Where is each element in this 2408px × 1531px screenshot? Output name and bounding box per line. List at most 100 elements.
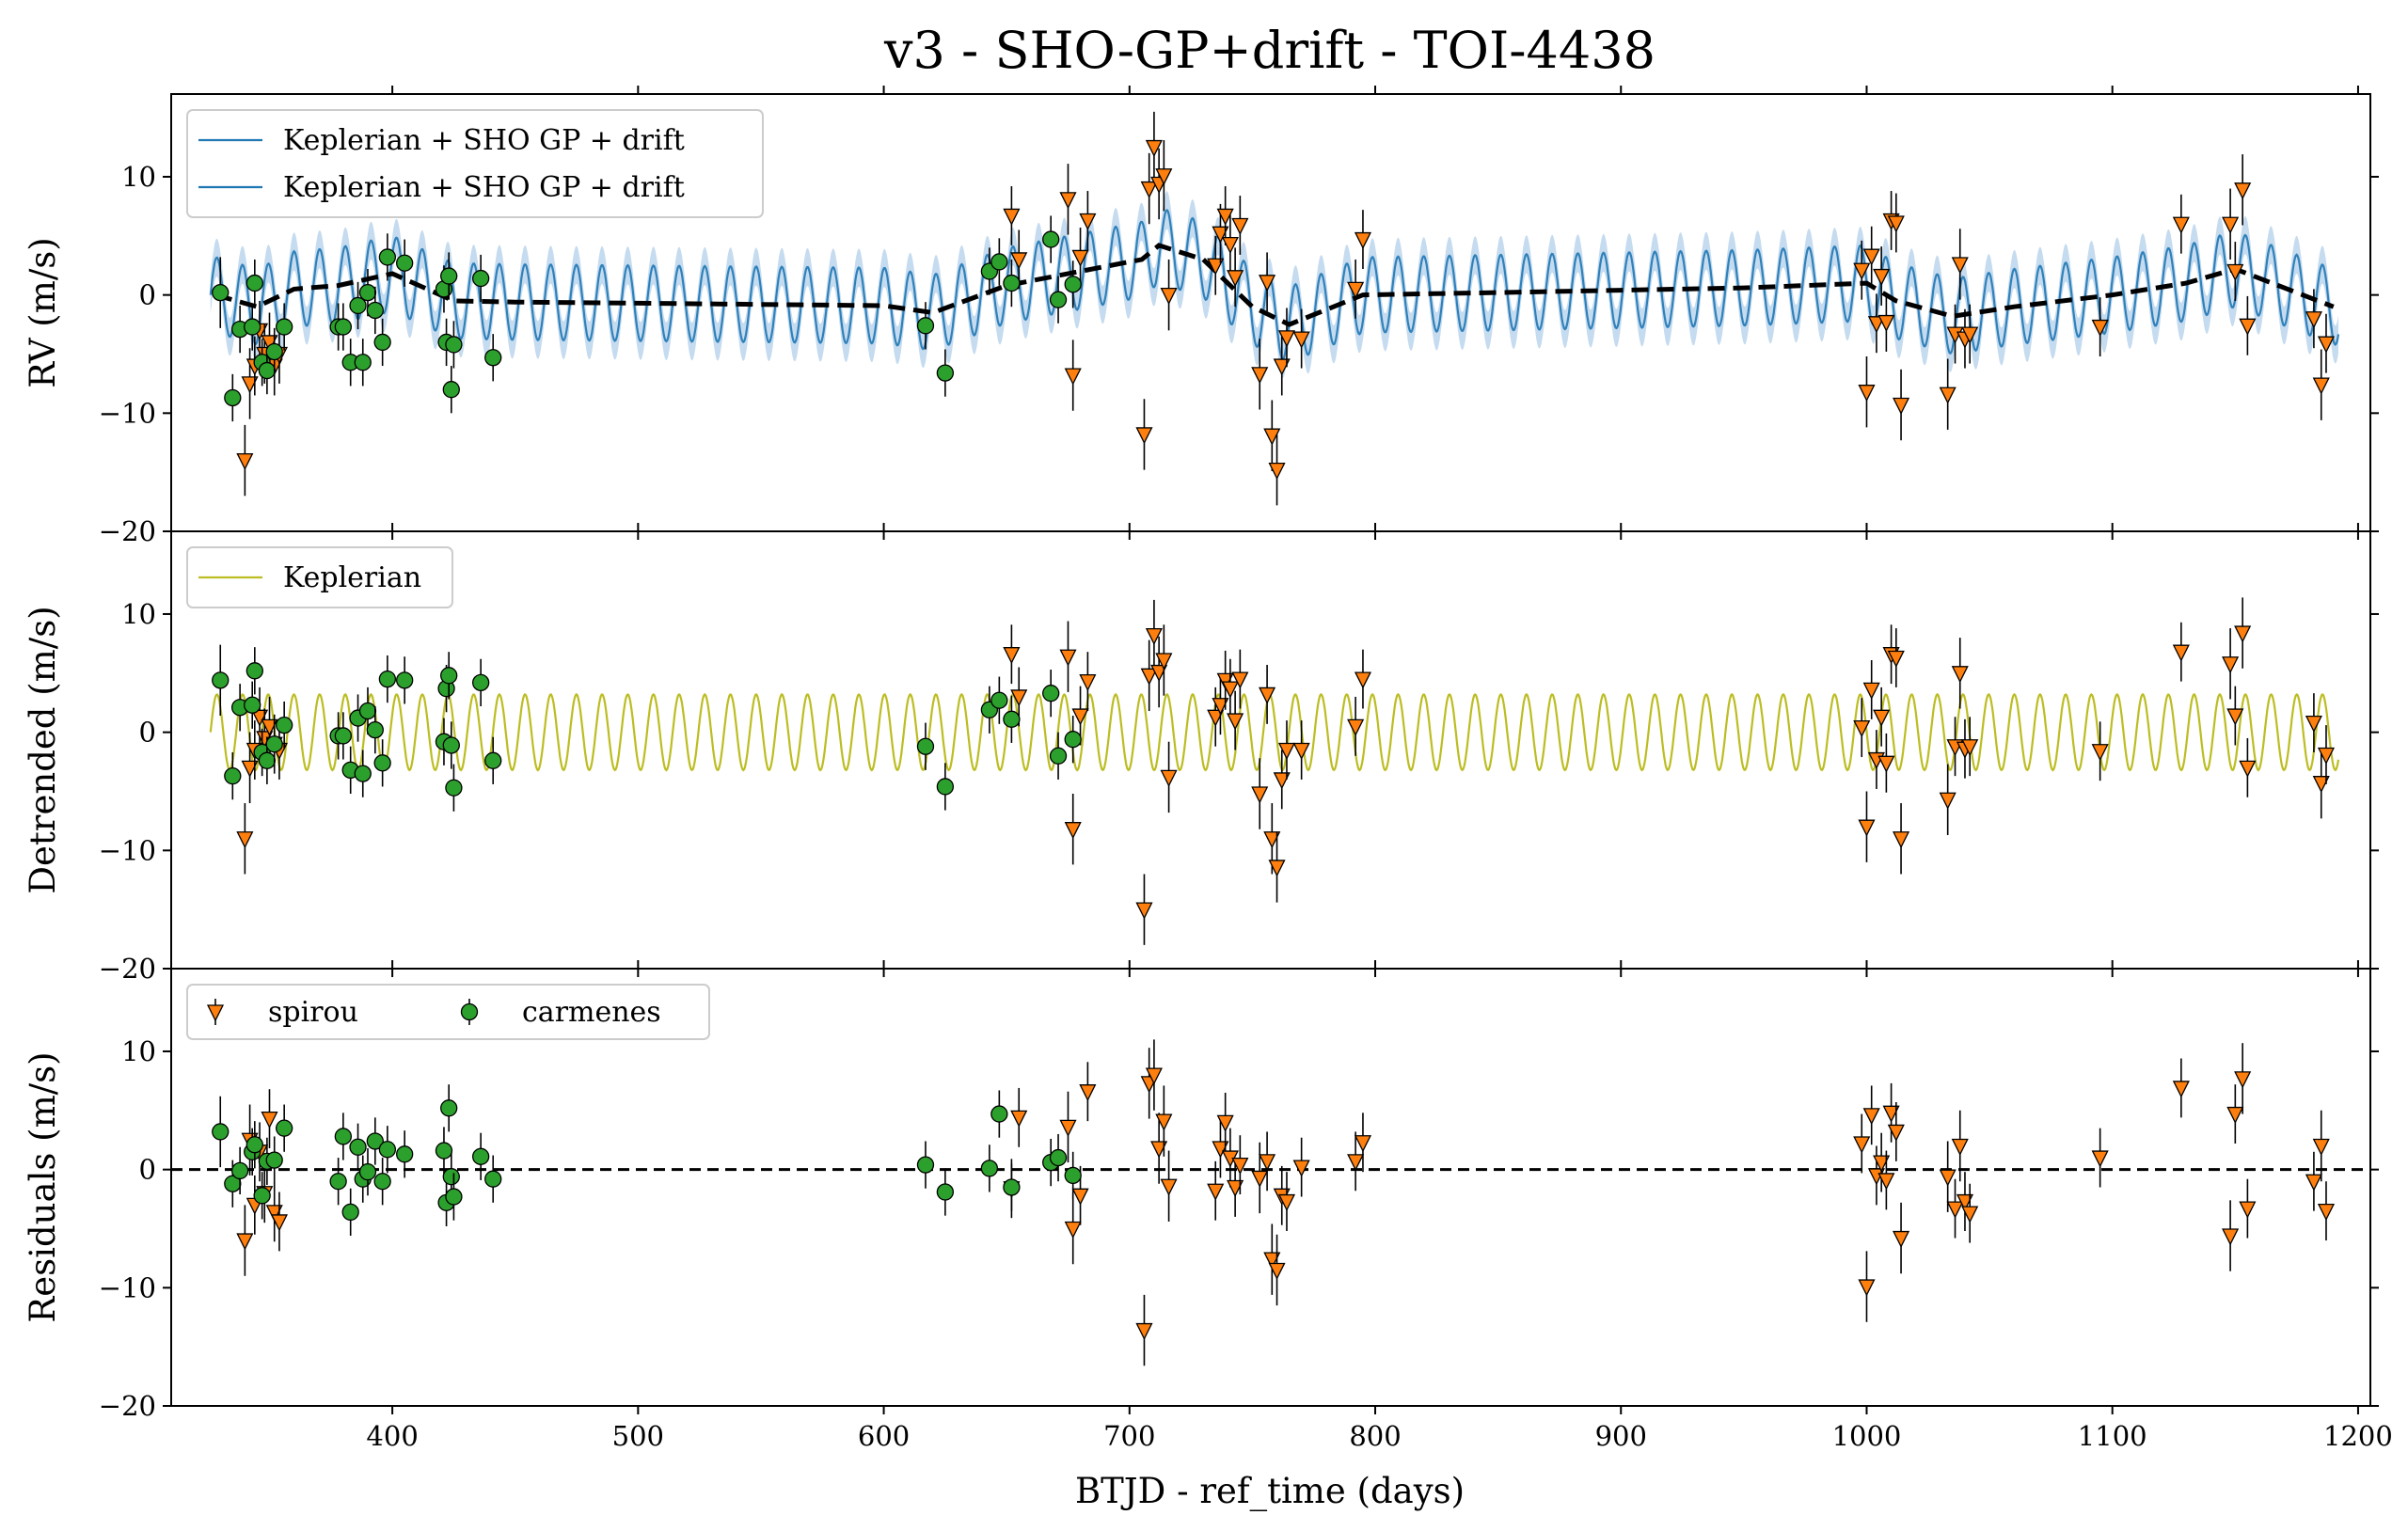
point-carmenes <box>916 737 935 755</box>
point-spirou <box>1140 668 1158 686</box>
point-spirou <box>1347 1154 1365 1172</box>
point-spirou <box>1231 217 1249 235</box>
y-tick-label: −20 <box>99 1390 156 1422</box>
point-spirou <box>1354 1135 1372 1153</box>
x-tick-label: 800 <box>1349 1420 1401 1452</box>
point-spirou <box>1882 1105 1900 1123</box>
point-spirou <box>1216 1114 1234 1132</box>
point-carmenes <box>258 361 277 380</box>
point-spirou <box>1354 671 1372 689</box>
point-spirou <box>241 760 259 778</box>
y-tick-label: −10 <box>99 1271 156 1303</box>
point-carmenes <box>276 318 293 336</box>
point-carmenes <box>230 1161 249 1180</box>
point-spirou <box>1160 1178 1178 1196</box>
point-spirou <box>1939 1169 1956 1187</box>
point-spirou <box>1862 682 1880 700</box>
point-spirou <box>1064 368 1082 386</box>
point-spirou <box>2091 319 2109 338</box>
point-spirou <box>1951 257 1969 275</box>
point-carmenes <box>224 766 242 785</box>
legend-label-carmenes: carmenes <box>522 996 661 1029</box>
point-spirou <box>1221 236 1239 255</box>
point-spirou <box>1961 739 1979 757</box>
x-tick-label: 900 <box>1595 1420 1647 1452</box>
point-spirou <box>2239 1201 2257 1219</box>
legend-box <box>186 984 710 1040</box>
y-tick-label: 10 <box>121 1035 156 1067</box>
point-spirou <box>1268 462 1286 481</box>
panel-frame <box>170 530 2371 970</box>
point-carmenes <box>1003 710 1021 728</box>
series-spirou <box>236 597 2336 945</box>
point-carmenes <box>936 364 955 382</box>
point-spirou <box>1263 428 1281 446</box>
point-spirou <box>2234 625 2252 643</box>
point-spirou <box>1071 1188 1089 1206</box>
point-spirou <box>2305 715 2322 734</box>
point-spirou <box>1071 708 1089 726</box>
point-carmenes <box>224 388 242 407</box>
point-spirou <box>1347 281 1365 299</box>
point-carmenes <box>366 720 384 739</box>
point-spirou <box>1951 1138 1969 1156</box>
point-carmenes <box>378 248 397 266</box>
legend-label-spirou: spirou <box>268 996 358 1029</box>
x-tick-label: 1200 <box>2323 1420 2393 1452</box>
point-spirou <box>1939 387 1956 404</box>
legend-label: Keplerian <box>283 561 421 594</box>
point-spirou <box>2305 1174 2322 1192</box>
point-carmenes <box>1064 276 1082 293</box>
point-carmenes <box>358 283 377 302</box>
point-spirou <box>1961 326 1979 344</box>
y-tick-label: 0 <box>139 1154 156 1186</box>
point-spirou <box>1853 1136 1871 1154</box>
point-spirou <box>2234 1071 2252 1089</box>
point-spirou <box>1892 831 1910 849</box>
panel-frame <box>170 968 2371 1407</box>
point-spirou <box>1231 1157 1249 1176</box>
series-carmenes <box>212 644 1082 812</box>
x-axis-label: BTJD - ref_time (days) <box>1075 1471 1465 1512</box>
point-carmenes <box>334 1128 353 1145</box>
point-spirou <box>1887 1124 1905 1142</box>
point-carmenes <box>246 274 263 292</box>
point-spirou <box>2317 1203 2336 1222</box>
point-spirou <box>1207 258 1225 276</box>
legend: Keplerian + SHO GP + drift Keplerian + SH… <box>186 109 764 218</box>
point-carmenes <box>366 301 384 320</box>
point-spirou <box>2239 318 2257 336</box>
point-spirou <box>1150 1141 1168 1159</box>
point-spirou <box>1273 772 1291 790</box>
point-spirou <box>1273 358 1291 376</box>
point-carmenes <box>484 751 502 769</box>
point-spirou <box>1251 1170 1269 1188</box>
point-spirou <box>2222 216 2240 234</box>
series-spirou <box>236 1039 2336 1366</box>
point-spirou <box>2305 311 2322 329</box>
point-spirou <box>1292 331 1310 349</box>
point-carmenes <box>341 1203 359 1222</box>
y-tick-label: −10 <box>99 834 156 866</box>
point-carmenes <box>265 735 283 753</box>
point-carmenes <box>440 667 458 685</box>
point-spirou <box>1003 647 1021 665</box>
point-carmenes <box>373 333 391 352</box>
point-carmenes <box>435 1142 453 1160</box>
point-carmenes <box>990 1105 1008 1123</box>
point-spirou <box>2317 336 2336 354</box>
point-carmenes <box>396 671 414 689</box>
point-spirou <box>1079 1084 1097 1102</box>
point-spirou <box>1059 649 1077 667</box>
point-carmenes <box>396 1145 414 1163</box>
point-spirou <box>1010 252 1028 270</box>
point-spirou <box>1259 1154 1276 1172</box>
figure-title: v3 - SHO-GP+drift - TOI-4438 <box>883 21 1656 80</box>
y-tick-label: −20 <box>99 515 156 547</box>
point-spirou <box>1251 786 1269 804</box>
point-spirou <box>250 709 269 727</box>
point-carmenes <box>354 765 372 782</box>
point-carmenes <box>445 1188 463 1206</box>
point-spirou <box>1892 1230 1910 1248</box>
point-carmenes <box>440 267 458 285</box>
